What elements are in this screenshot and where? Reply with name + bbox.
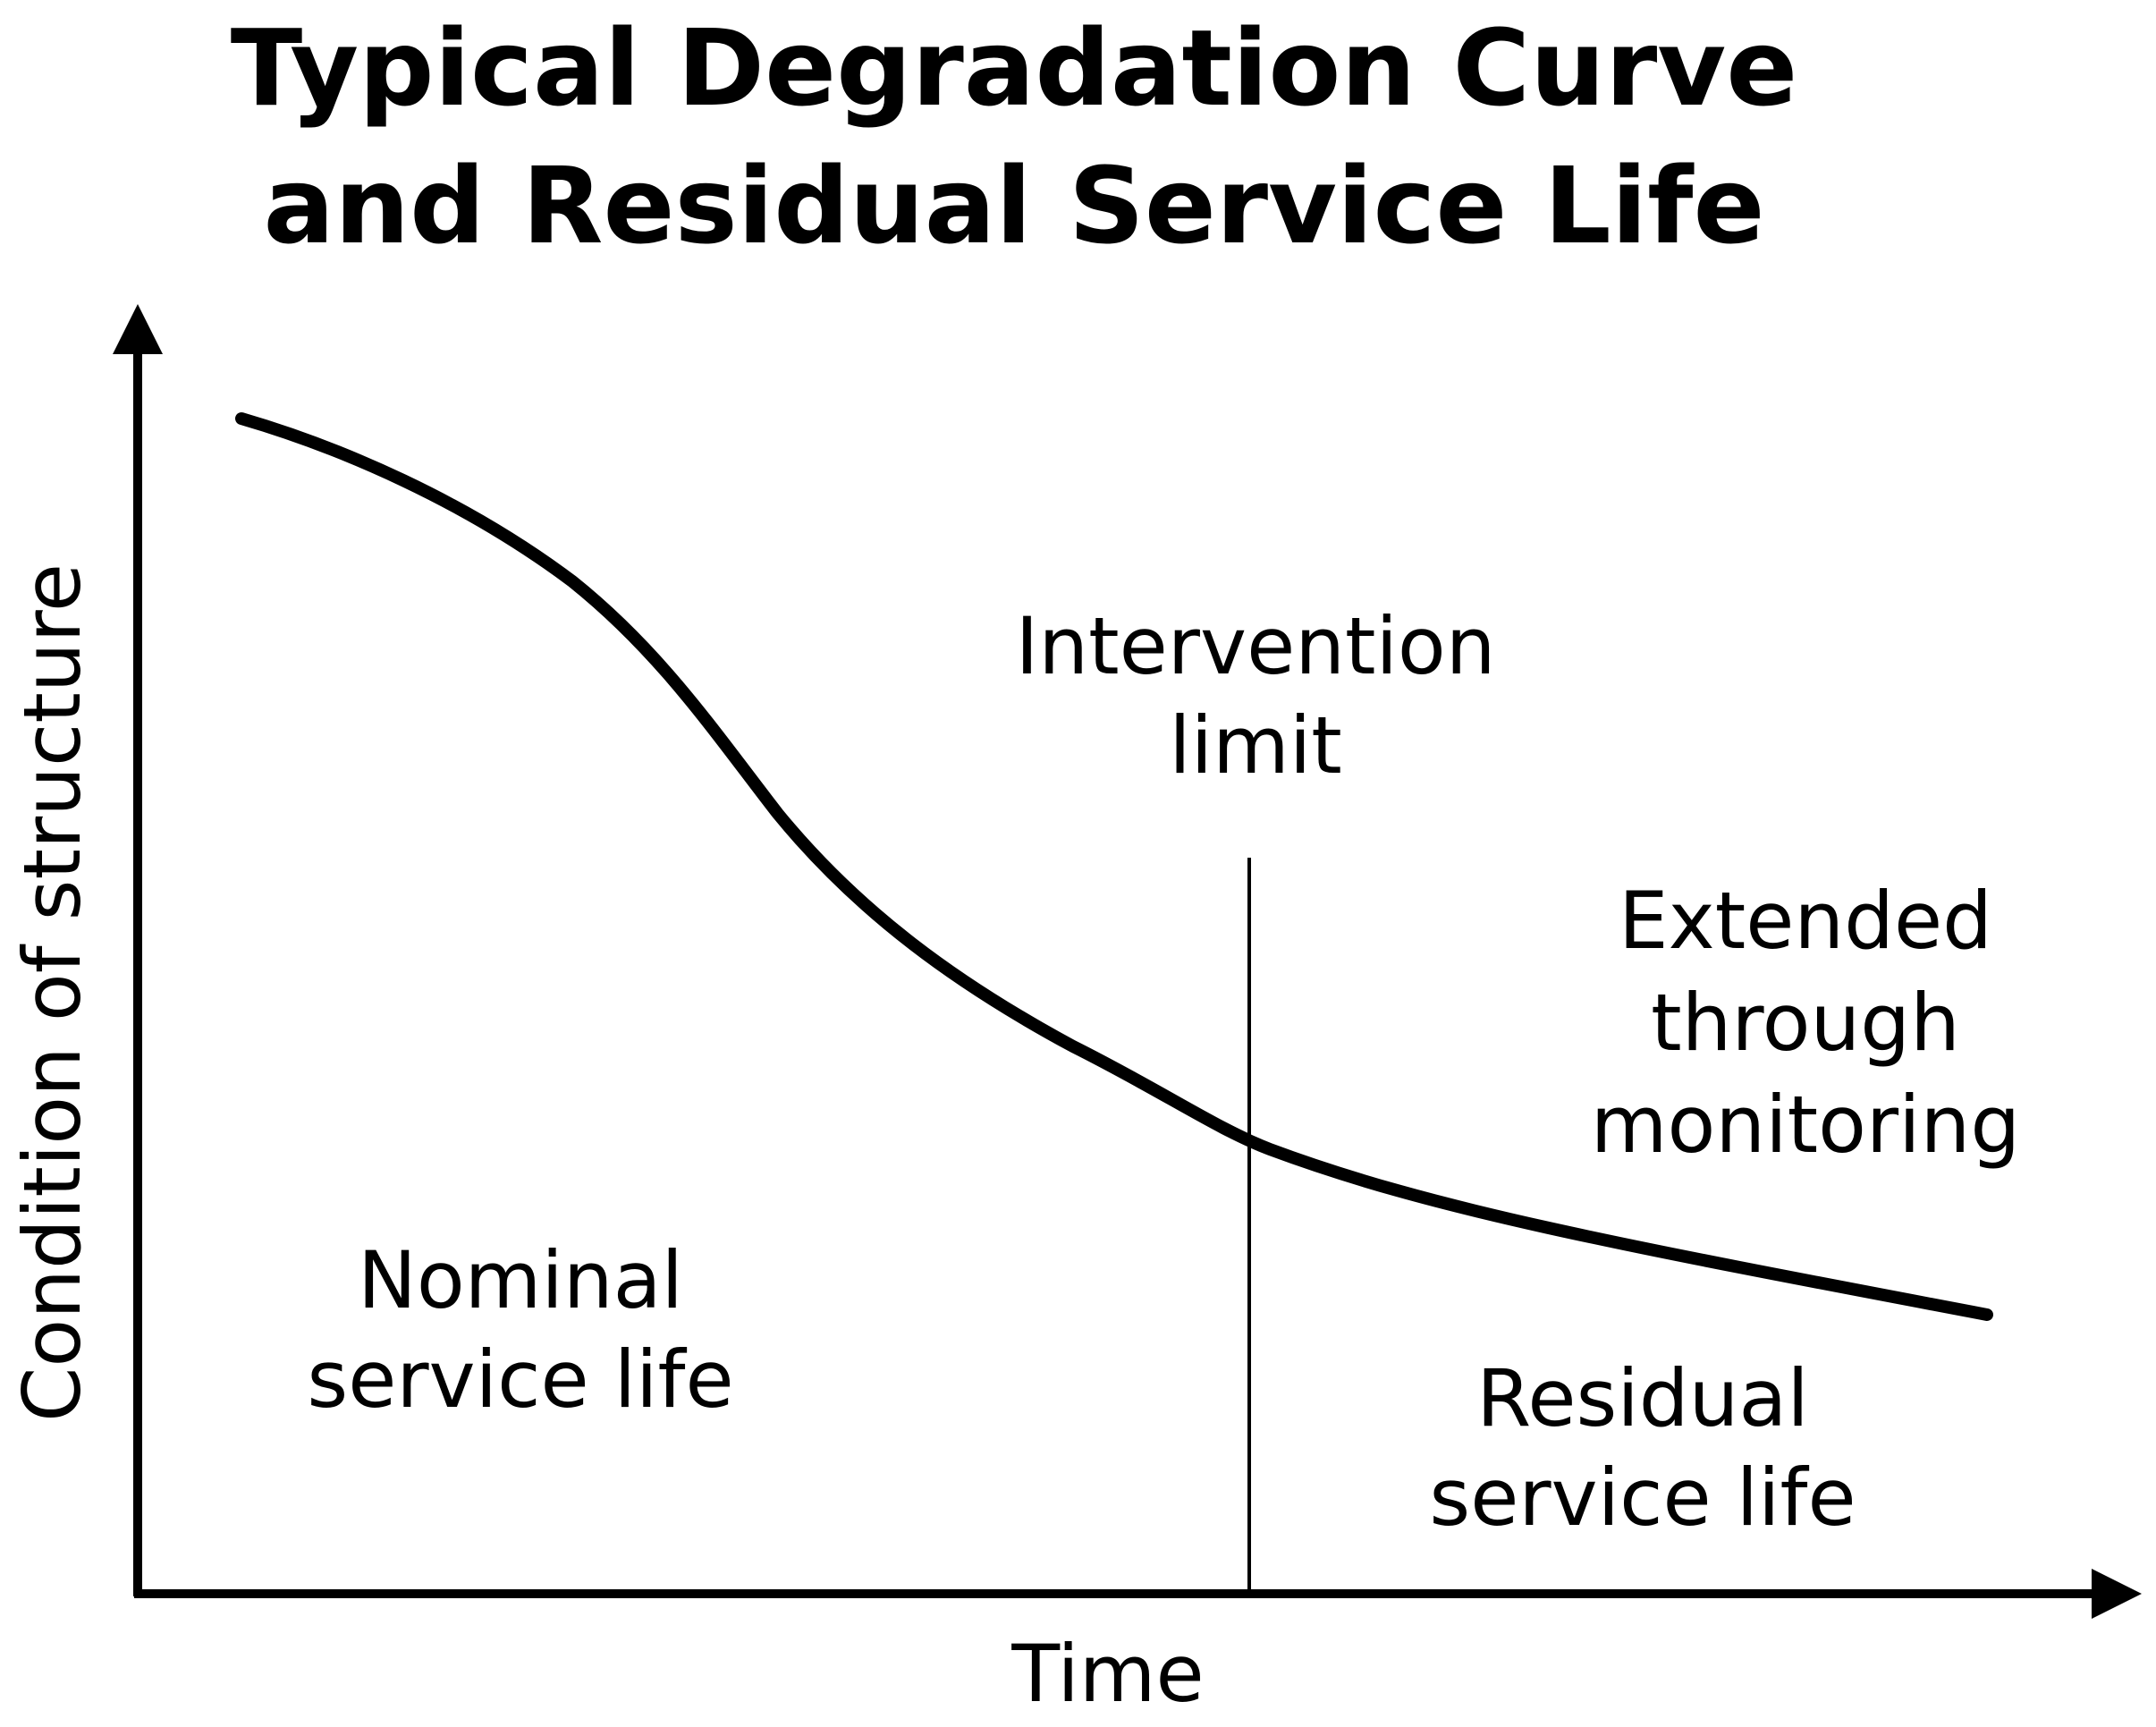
x-axis-arrow: [2092, 1569, 2142, 1619]
annotation: service life: [1429, 1452, 1856, 1544]
annotation: Nominal: [358, 1234, 683, 1326]
annotation: limit: [1169, 699, 1342, 792]
y-axis-label: Condition of structure: [6, 563, 98, 1422]
annotation: Extended: [1619, 875, 1992, 967]
annotation: through: [1651, 977, 1960, 1069]
annotation: monitoring: [1591, 1079, 2020, 1171]
annotation: Intervention: [1015, 600, 1495, 692]
title-line: and Residual Service Life: [263, 144, 1764, 267]
degradation-curve: [235, 412, 1993, 1321]
annotation: service life: [307, 1333, 733, 1426]
title-line: Typical Degradation Curve: [231, 6, 1798, 130]
annotation: Residual: [1476, 1352, 1809, 1444]
y-axis-arrow: [113, 304, 163, 354]
x-axis-label: Time: [1010, 1628, 1204, 1720]
